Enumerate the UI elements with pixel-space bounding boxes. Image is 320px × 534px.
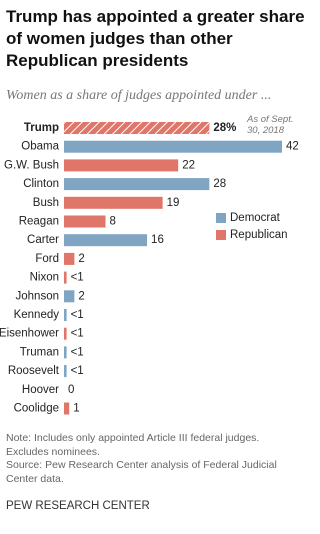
bar: [64, 140, 282, 153]
bar: [64, 122, 210, 134]
y-tick-label: Coolidge: [14, 403, 59, 415]
value-label: 2: [78, 290, 84, 302]
value-label: <1: [71, 346, 84, 358]
note: Note: Includes only appointed Article II…: [6, 432, 260, 458]
y-tick-label: Obama: [21, 141, 59, 153]
annotation: As of Sept. 30, 2018: [246, 114, 293, 136]
y-tick-label: Clinton: [23, 178, 59, 190]
y-tick-label: Truman: [20, 346, 59, 358]
bar: [64, 178, 210, 191]
value-label: 8: [110, 216, 116, 228]
value-label: 22: [182, 159, 195, 171]
notes: Note: Includes only appointed Article II…: [6, 432, 304, 486]
value-label: <1: [71, 272, 84, 284]
bar: [64, 159, 179, 172]
bar: [64, 290, 75, 303]
chart-title: Trump has appointed a greater share of w…: [6, 7, 305, 70]
value-label: 1: [73, 403, 79, 415]
value-label: 42: [286, 141, 299, 153]
y-tick-label: Bush: [33, 197, 59, 209]
legend-label: Republican: [230, 229, 288, 241]
value-label: 28: [213, 178, 226, 190]
bar: [64, 196, 163, 209]
bar: [64, 346, 67, 359]
bar: [64, 215, 106, 228]
y-tick-label: Nixon: [30, 272, 59, 284]
bar: [64, 309, 67, 321]
value-label: 0: [68, 384, 74, 396]
chart-subtitle: Women as a share of judges appointed und…: [6, 88, 272, 103]
value-label: <1: [71, 309, 84, 321]
bar: [64, 402, 70, 415]
y-tick-label: Hoover: [22, 384, 59, 396]
legend-label: Democrat: [230, 212, 281, 224]
value-label: 28%: [213, 122, 236, 134]
bar: [64, 234, 148, 247]
y-tick-label: Roosevelt: [8, 365, 60, 377]
y-tick-label: Ford: [35, 253, 59, 265]
bar: [64, 327, 67, 340]
bar: [64, 252, 75, 265]
bar: [64, 271, 67, 284]
y-tick-label: Kennedy: [14, 309, 60, 321]
value-label: 2: [78, 253, 84, 265]
y-tick-label: Johnson: [16, 290, 59, 302]
y-tick-label: Carter: [27, 234, 59, 246]
value-label: 19: [167, 197, 180, 209]
legend-swatch: [216, 230, 226, 240]
value-label: <1: [71, 328, 84, 340]
value-label: <1: [71, 365, 84, 377]
y-tick-label: Eisenhower: [0, 328, 59, 340]
source: Source: Pew Research Center analysis of …: [6, 459, 277, 485]
y-tick-label: Trump: [24, 122, 59, 134]
y-tick-label: G.W. Bush: [4, 159, 59, 171]
page: Trump has appointed a greater share of w…: [0, 7, 305, 512]
credit: PEW RESEARCH CENTER: [6, 500, 150, 512]
value-label: 16: [151, 234, 164, 246]
bar: [64, 365, 67, 378]
legend-swatch: [216, 213, 226, 223]
y-tick-label: Reagan: [19, 216, 59, 228]
